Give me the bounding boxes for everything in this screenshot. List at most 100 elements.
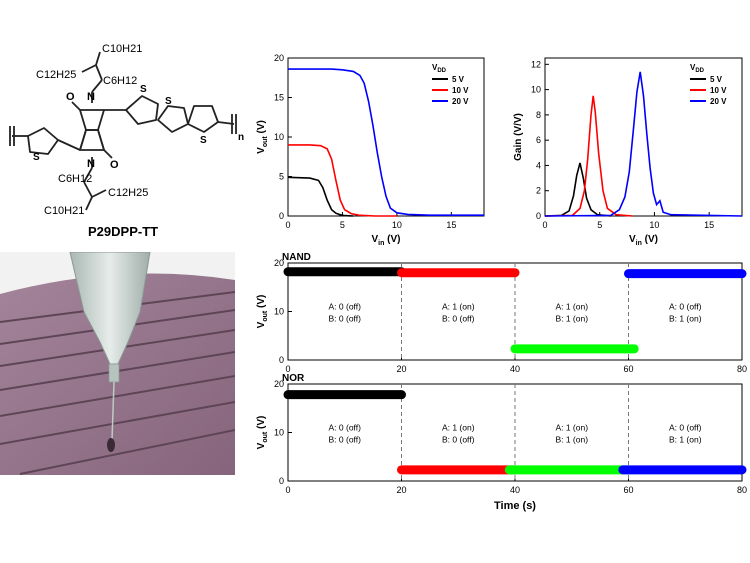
x-axis-label: Vin (V) <box>371 234 400 247</box>
molecule-structure: O O N N S S S S n C10H21 C12H25 C6H12 C6… <box>9 43 244 239</box>
chart-title: NAND <box>282 252 311 263</box>
series-line <box>544 71 743 217</box>
sulfur-tt-b: S <box>200 135 207 146</box>
nitrogen-top: N <box>87 91 95 103</box>
plot-frame <box>544 57 743 217</box>
y-tick-label: 0 <box>279 355 284 365</box>
x-tick-label: 5 <box>597 220 602 230</box>
y-tick-label: 0 <box>279 476 284 486</box>
x-tick-label: 0 <box>285 485 290 495</box>
x-tick-label: 15 <box>446 220 456 230</box>
series-line <box>544 162 611 217</box>
x-tick-label: 20 <box>396 485 406 495</box>
input-b-label: B: 1 (on) <box>669 314 702 324</box>
chain-top-long: C12H25 <box>36 69 76 81</box>
sulfur-left: S <box>33 152 40 163</box>
x-tick-label: 0 <box>285 364 290 374</box>
x-tick-label: 10 <box>392 220 402 230</box>
series-line <box>544 95 633 217</box>
y-tick-label: 10 <box>274 132 284 142</box>
ink-droplet <box>107 438 115 452</box>
y-axis-label: Gain (V/V) <box>513 113 524 161</box>
input-a-label: A: 1 (on) <box>442 423 475 433</box>
y-tick-label: 12 <box>531 59 541 69</box>
printing-illustration <box>0 252 235 475</box>
input-a-label: A: 0 (off) <box>329 302 362 312</box>
molecule-name: P29DPP-TT <box>88 224 158 239</box>
chart-gain: 0 5 10 15 0 2 4 6 8 10 12 Gain (V/V) Vin (V) VDD 5 V 10… <box>513 57 743 247</box>
input-a-label: A: 0 (off) <box>669 423 702 433</box>
y-tick-label: 0 <box>536 211 541 221</box>
chain-bottom-long: C12H25 <box>108 187 148 199</box>
y-tick-label: 15 <box>274 93 284 103</box>
legend-label: 20 V <box>452 97 469 106</box>
x-tick-label: 0 <box>285 220 290 230</box>
repeat-n: n <box>238 132 244 143</box>
y-tick-label: 4 <box>536 160 541 170</box>
x-axis-label: Vin (V) <box>629 234 658 247</box>
chart-nand: 0 20 40 60 80 0 10 20 Vout (V) NAND A: 0 (off) B: 0… <box>256 252 747 374</box>
y-tick-label: 6 <box>536 135 541 145</box>
x-tick-label: 10 <box>649 220 659 230</box>
chain-bottom-link: C6H12 <box>58 173 92 185</box>
chain-top-branch: C10H21 <box>102 43 142 55</box>
legend-label: 5 V <box>452 75 465 84</box>
right-thiophene <box>125 95 159 125</box>
series-line <box>288 144 397 217</box>
input-b-label: B: 1 (on) <box>669 435 702 445</box>
chain-bottom-branch: C10H21 <box>44 205 84 217</box>
nitrogen-bottom: N <box>87 158 95 170</box>
x-tick-label: 15 <box>704 220 714 230</box>
sulfur-right: S <box>140 84 147 95</box>
legend-label: 20 V <box>710 97 727 106</box>
legend-label: 10 V <box>710 86 727 95</box>
y-tick-label: 10 <box>274 428 284 438</box>
x-tick-label: 20 <box>396 364 406 374</box>
oxygen-top: O <box>66 91 75 103</box>
input-b-label: B: 0 (off) <box>442 314 475 324</box>
input-b-label: B: 0 (off) <box>442 435 475 445</box>
chain-top-link: C6H12 <box>103 75 137 87</box>
oxygen-bottom: O <box>110 159 119 171</box>
series-line <box>287 176 354 217</box>
y-tick-label: 0 <box>279 211 284 221</box>
chart-vtc: 0 5 10 15 0 5 10 15 20 Vout (V) Vin (V) VDD 5 V 10 V 2… <box>256 53 485 247</box>
x-tick-label: 40 <box>510 485 520 495</box>
chart-title: NOR <box>282 373 305 384</box>
x-tick-label: 60 <box>623 364 633 374</box>
x-tick-label: 80 <box>737 485 747 495</box>
thienothiophene-a <box>157 105 189 133</box>
input-b-label: B: 1 (on) <box>555 435 588 445</box>
nozzle <box>69 252 151 441</box>
x-tick-label: 80 <box>737 364 747 374</box>
legend-label: 5 V <box>710 75 723 84</box>
sulfur-tt-a: S <box>165 96 172 107</box>
x-tick-label: 5 <box>340 220 345 230</box>
series-line <box>288 68 484 216</box>
y-tick-label: 20 <box>274 379 284 389</box>
y-tick-label: 2 <box>536 186 541 196</box>
y-tick-label: 5 <box>279 172 284 182</box>
y-axis-label: Vout (V) <box>256 120 269 154</box>
x-tick-label: 60 <box>623 485 633 495</box>
legend-label: 10 V <box>452 86 469 95</box>
input-b-label: B: 0 (off) <box>329 314 362 324</box>
input-b-label: B: 0 (off) <box>329 435 362 445</box>
thienothiophene-b <box>187 105 219 133</box>
legend-title: VDD <box>690 63 705 74</box>
x-tick-label: 40 <box>510 364 520 374</box>
y-axis-label: Vout (V) <box>256 416 269 450</box>
input-a-label: A: 1 (on) <box>555 423 588 433</box>
y-tick-label: 20 <box>274 258 284 268</box>
input-b-label: B: 1 (on) <box>555 314 588 324</box>
chart-nor: 0 20 40 60 80 0 10 20 Vout (V) Time (s) NOR A: 0 (o… <box>256 373 747 512</box>
y-tick-label: 20 <box>274 53 284 63</box>
y-tick-label: 8 <box>536 110 541 120</box>
y-tick-label: 10 <box>531 85 541 95</box>
x-axis-label: Time (s) <box>494 500 536 512</box>
x-tick-label: 0 <box>542 220 547 230</box>
input-a-label: A: 1 (on) <box>442 302 475 312</box>
input-a-label: A: 0 (off) <box>669 302 702 312</box>
